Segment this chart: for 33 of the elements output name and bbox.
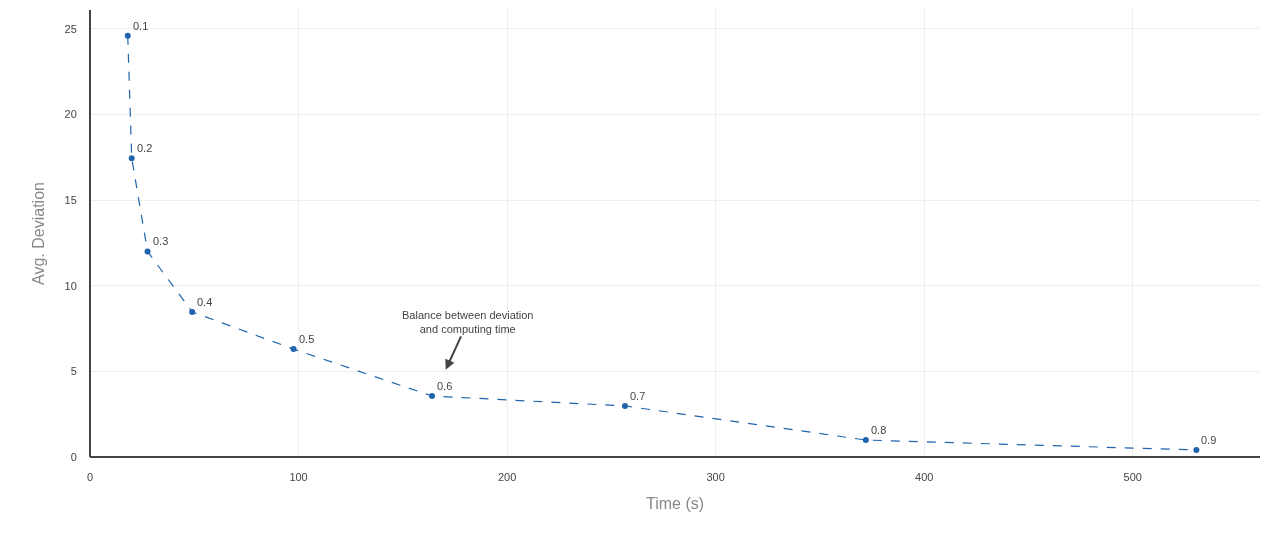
- point: [189, 308, 196, 315]
- annotation: 0.3: [153, 235, 169, 247]
- x-tick-label: 100: [289, 471, 308, 484]
- point: [621, 402, 628, 409]
- annotation: 0.5: [299, 333, 315, 345]
- x-axis-title: Time (s): [645, 494, 705, 512]
- y-tick-label: 15: [64, 193, 77, 206]
- point: [862, 437, 869, 444]
- annotation: 0.9: [1201, 434, 1217, 446]
- x-tick-label: 400: [915, 471, 934, 484]
- y-axis-title: Avg. Deviation: [30, 182, 48, 285]
- annotation: 0.1: [133, 20, 149, 32]
- annotation: Balance between deviation and computing time: [402, 309, 534, 336]
- x-tick-label: 500: [1123, 471, 1142, 484]
- annotation: 0.7: [630, 390, 646, 402]
- y-tick-label: 0: [70, 450, 77, 463]
- point: [124, 32, 131, 39]
- annotation: 0.8: [871, 424, 887, 436]
- y-tick-label: 5: [70, 365, 77, 378]
- y-tick-label: 25: [64, 22, 77, 35]
- x-tick-label: 0: [86, 471, 94, 484]
- x-tick-label: 300: [706, 471, 725, 484]
- point: [290, 346, 297, 353]
- annotation: 0.4: [197, 296, 213, 308]
- point: [429, 393, 436, 400]
- point: [1193, 446, 1200, 453]
- y-tick-label: 20: [64, 108, 77, 121]
- y-tick-label: 10: [64, 279, 77, 292]
- point: [144, 248, 151, 255]
- annotation: 0.2: [137, 142, 153, 154]
- x-tick-label: 200: [497, 471, 517, 484]
- annotation: 0.6: [437, 380, 453, 392]
- point: [128, 155, 135, 162]
